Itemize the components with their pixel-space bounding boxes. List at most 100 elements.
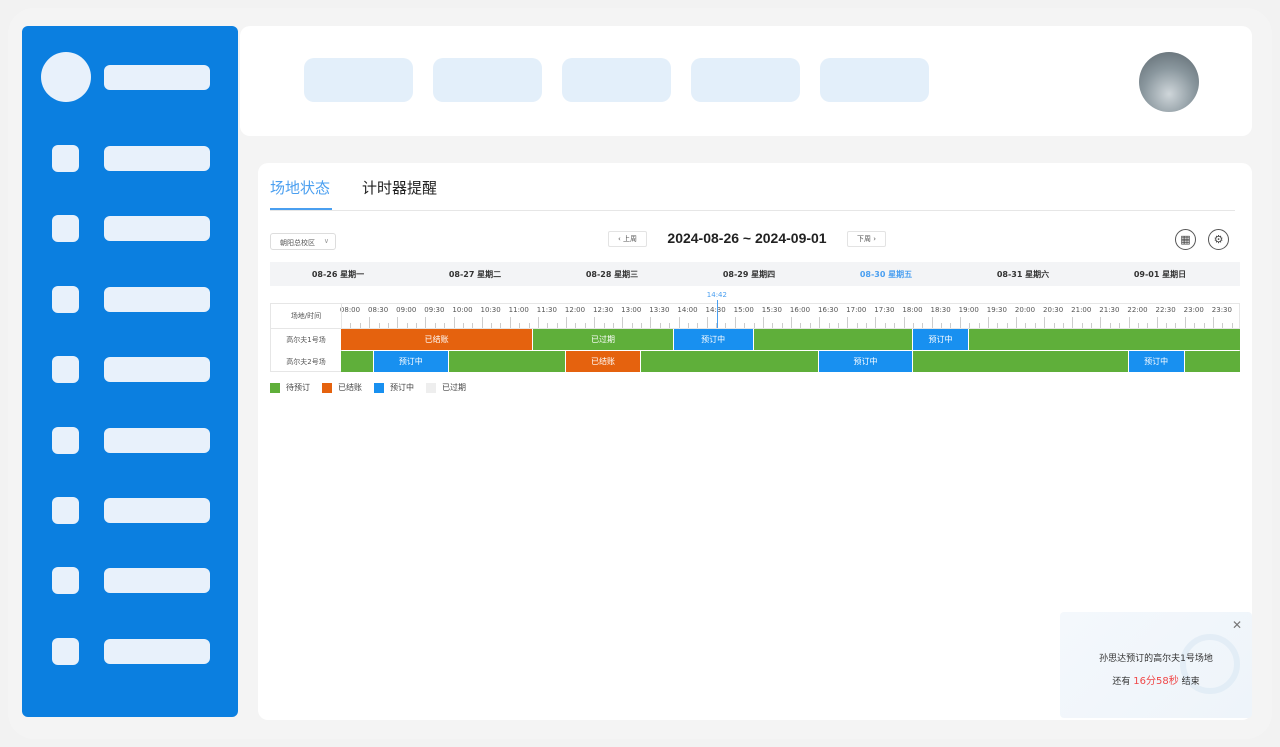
time-tick [650, 317, 652, 328]
day-column-header[interactable]: 08-27 星期二 [448, 270, 502, 279]
time-label: 11:00 [508, 306, 529, 314]
user-avatar[interactable] [1139, 52, 1199, 112]
nav-button-3[interactable] [562, 58, 671, 102]
time-tick [716, 323, 717, 328]
day-column-header[interactable]: 08-30 星期五 [859, 270, 913, 279]
sidebar-item[interactable] [104, 568, 210, 594]
time-tick [1109, 323, 1111, 328]
booking-slot-available[interactable] [969, 329, 1241, 350]
sidebar-item[interactable] [104, 357, 210, 383]
day-column-header[interactable]: 08-26 星期一 [311, 270, 365, 279]
countdown-remaining: 16分58秒 [1133, 676, 1179, 687]
sidebar-item[interactable] [104, 427, 210, 453]
day-column-header[interactable]: 08-28 星期三 [585, 270, 639, 279]
booking-slot-available[interactable] [753, 329, 913, 350]
time-tick [556, 323, 558, 328]
sidebar-title-placeholder [104, 65, 210, 90]
close-icon[interactable]: ✕ [1231, 618, 1242, 632]
nav-button-2[interactable] [433, 58, 542, 102]
time-tick [359, 323, 361, 328]
sidebar-item-icon[interactable] [52, 567, 79, 595]
sidebar-item-icon[interactable] [52, 285, 79, 313]
time-tick [1222, 323, 1224, 328]
day-column-header[interactable]: 08-31 星期六 [996, 270, 1050, 279]
time-tick [1212, 317, 1214, 328]
sidebar-item[interactable] [104, 216, 210, 242]
legend-label: 预订中 [390, 383, 414, 392]
time-tick [875, 317, 877, 328]
booking-slot-booking[interactable]: 预订中 [673, 329, 754, 350]
time-tick [1081, 323, 1083, 328]
legend-label: 待预订 [286, 383, 310, 392]
time-tick [472, 323, 474, 328]
time-tick [809, 323, 811, 328]
booking-slot-available[interactable] [341, 351, 374, 372]
legend-swatch [426, 382, 436, 393]
legend-item: 待预订 [270, 382, 310, 393]
nav-button-1[interactable] [304, 58, 413, 102]
time-label: 09:00 [396, 306, 417, 314]
tab-timer-reminder[interactable]: 计时器提醒 [362, 179, 438, 197]
booking-slot-booking[interactable]: 预订中 [373, 351, 449, 372]
sidebar-item[interactable] [104, 638, 210, 664]
time-tick [978, 323, 980, 328]
tab-venue-status[interactable]: 场地状态 [270, 179, 331, 197]
sidebar-item[interactable] [104, 498, 210, 523]
calendar-icon[interactable]: ▦ [1175, 229, 1196, 250]
time-tick [1137, 323, 1139, 328]
booking-slot-booking[interactable]: 预订中 [912, 329, 970, 350]
time-label: 08:00 [339, 306, 361, 314]
settings-icon[interactable]: ⚙ [1208, 229, 1229, 250]
sidebar-item[interactable] [104, 146, 210, 171]
booking-slot-available[interactable] [448, 351, 566, 372]
time-tick [744, 323, 746, 328]
legend-swatch [322, 382, 332, 393]
time-tick [781, 323, 783, 328]
time-tick [641, 323, 642, 328]
time-tick [434, 323, 436, 328]
time-label: 12:00 [564, 306, 586, 314]
booking-slot-booking[interactable]: 预订中 [1128, 351, 1185, 372]
time-tick [1147, 323, 1149, 328]
time-tick [1044, 317, 1046, 328]
booking-slot-available[interactable] [912, 351, 1129, 372]
timeline-grid: 场地/时间 08:00 08:30 09:00 09:30 10:00 10:30 11:0… [270, 303, 1241, 372]
sidebar-item-icon[interactable] [52, 497, 79, 524]
nav-button-5[interactable] [820, 58, 929, 102]
nav-button-4[interactable] [691, 58, 800, 102]
booking-slot-available[interactable] [641, 351, 820, 372]
day-column-header[interactable]: 09-01 星期日 [1133, 270, 1187, 279]
sidebar-item-icon[interactable] [52, 356, 79, 384]
legend-swatch [270, 382, 280, 393]
booking-slot-expired[interactable]: 已过期 [533, 329, 674, 350]
next-week-button[interactable]: 下周 › [847, 231, 886, 247]
time-label: 11:30 [536, 306, 557, 314]
current-time-line [716, 300, 718, 328]
time-tick [1175, 323, 1177, 328]
current-time-label: 14:42 [706, 291, 727, 299]
time-label: 22:00 [1127, 306, 1148, 314]
prev-week-button[interactable]: ‹ 上周 [608, 231, 647, 247]
booking-slot-booking[interactable]: 预订中 [819, 351, 913, 372]
time-tick [1091, 323, 1092, 328]
day-column-header[interactable]: 08-29 星期四 [722, 270, 776, 279]
booking-slot-available[interactable] [1184, 351, 1241, 372]
time-tick [1194, 323, 1196, 328]
booking-slot-settled[interactable]: 已结账 [341, 329, 534, 350]
sidebar-item-icon[interactable] [52, 145, 79, 172]
sidebar-item-icon[interactable] [52, 426, 79, 454]
booking-slot-settled[interactable]: 已结账 [566, 351, 641, 372]
time-tick [612, 323, 614, 328]
sidebar-item-icon[interactable] [52, 215, 79, 243]
time-tick [922, 323, 924, 328]
time-label: 22:30 [1155, 306, 1176, 314]
sidebar-item-icon[interactable] [52, 637, 79, 665]
time-label: 19:30 [986, 306, 1007, 314]
time-tick [1100, 317, 1102, 328]
time-tick [622, 317, 624, 328]
time-tick [706, 317, 708, 328]
sidebar-item[interactable] [104, 286, 210, 312]
time-tick [1184, 317, 1186, 328]
campus-select[interactable]: 朝阳总校区 ∨ [270, 233, 336, 250]
time-tick [566, 317, 567, 328]
